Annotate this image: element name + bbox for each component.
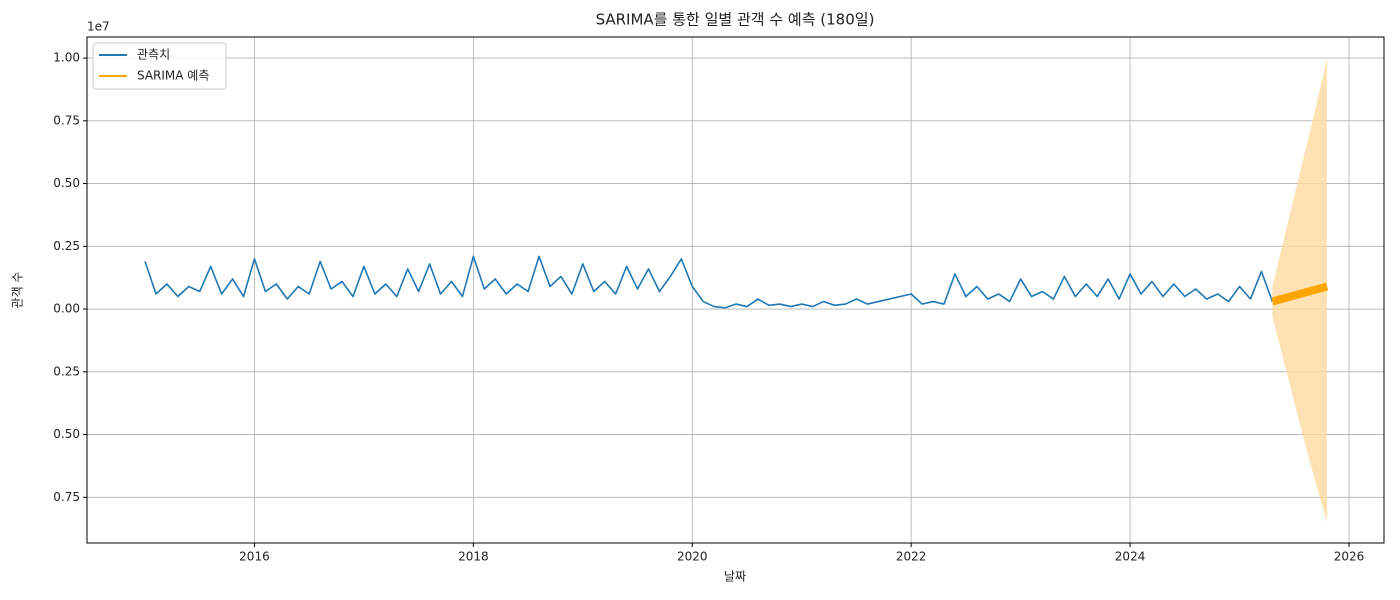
x-tick-label: 2024 (1115, 550, 1146, 564)
x-tick-label: 2026 (1334, 550, 1365, 564)
chart-title: SARIMA를 통한 일별 관객 수 예측 (180일) (596, 11, 875, 29)
y-tick-label: 0.75 (53, 113, 80, 127)
legend: 관측치 SARIMA 예측 (92, 42, 227, 90)
data-line (1271, 282, 1329, 306)
y-axis-label: 관객 수 (11, 272, 25, 309)
x-tick-label: 2020 (677, 550, 708, 564)
x-tick-label: 2018 (458, 550, 489, 564)
legend-label: 관측치 (137, 48, 170, 62)
y-tick-label: 0.50 (53, 176, 80, 190)
y-tick-label: 0.50 (53, 427, 80, 441)
plot-frame (86, 36, 1385, 544)
y-tick-label: 1.00 (53, 51, 80, 65)
x-axis-label: 날짜 (724, 570, 746, 584)
y-offset-label: 1e7 (87, 20, 110, 34)
y-tick-label: 0.25 (53, 239, 80, 253)
y-tick-label: 0.25 (53, 364, 80, 378)
data-line (144, 255, 1274, 309)
legend-label: SARIMA 예측 (137, 69, 209, 83)
x-tick-label: 2016 (239, 550, 270, 564)
y-tick-label: 0.75 (53, 490, 80, 504)
x-tick-label: 2022 (896, 550, 927, 564)
y-tick-label: 0.00 (53, 302, 80, 316)
